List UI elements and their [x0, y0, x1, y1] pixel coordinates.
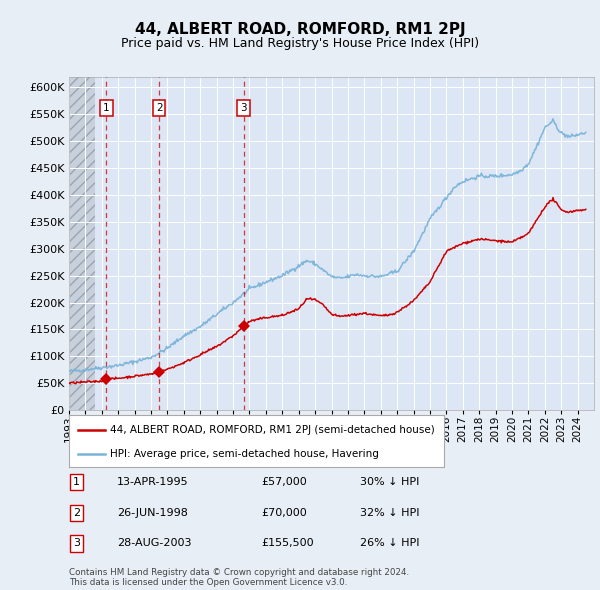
Text: Contains HM Land Registry data © Crown copyright and database right 2024.
This d: Contains HM Land Registry data © Crown c… [69, 568, 409, 587]
Text: 26% ↓ HPI: 26% ↓ HPI [360, 539, 419, 548]
Text: 3: 3 [241, 103, 247, 113]
Text: 28-AUG-2003: 28-AUG-2003 [117, 539, 191, 548]
Text: 1: 1 [73, 477, 80, 487]
Text: 2: 2 [73, 508, 80, 517]
Text: £155,500: £155,500 [261, 539, 314, 548]
Text: 44, ALBERT ROAD, ROMFORD, RM1 2PJ: 44, ALBERT ROAD, ROMFORD, RM1 2PJ [134, 22, 466, 37]
Text: 1: 1 [103, 103, 110, 113]
Text: 30% ↓ HPI: 30% ↓ HPI [360, 477, 419, 487]
Text: 26-JUN-1998: 26-JUN-1998 [117, 508, 188, 517]
Text: 13-APR-1995: 13-APR-1995 [117, 477, 188, 487]
Text: Price paid vs. HM Land Registry's House Price Index (HPI): Price paid vs. HM Land Registry's House … [121, 37, 479, 50]
Text: 32% ↓ HPI: 32% ↓ HPI [360, 508, 419, 517]
Bar [69, 77, 95, 410]
Text: 2: 2 [156, 103, 163, 113]
Text: £70,000: £70,000 [261, 508, 307, 517]
Text: 3: 3 [73, 539, 80, 548]
Text: HPI: Average price, semi-detached house, Havering: HPI: Average price, semi-detached house,… [110, 450, 379, 459]
Text: £57,000: £57,000 [261, 477, 307, 487]
Text: 44, ALBERT ROAD, ROMFORD, RM1 2PJ (semi-detached house): 44, ALBERT ROAD, ROMFORD, RM1 2PJ (semi-… [110, 425, 435, 435]
